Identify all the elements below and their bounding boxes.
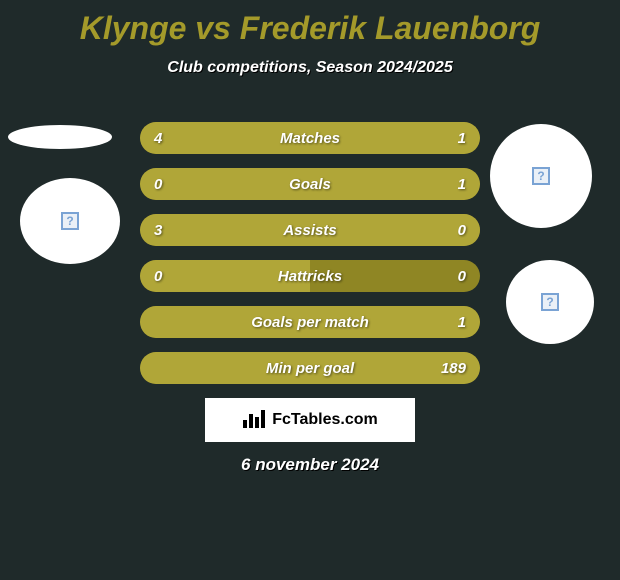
avatar-mid_right: ? [506,260,594,344]
stat-row: 3 Assists 0 [140,214,480,246]
brand-chart-icon [242,408,266,433]
stat-fill-left [140,352,157,384]
stat-fill-right [412,122,480,154]
stat-row: 0 Goals 1 [140,168,480,200]
stat-value-left: 0 [154,268,162,285]
stat-label: Hattricks [278,268,342,285]
stat-fill-left [140,168,208,200]
stat-value-right: 1 [458,176,466,193]
stat-label: Assists [283,222,336,239]
stat-value-right: 0 [458,268,466,285]
stat-value-right: 0 [458,222,466,239]
stat-label: Matches [280,130,340,147]
stat-value-right: 1 [458,314,466,331]
stat-label: Goals per match [251,314,369,331]
stat-value-right: 1 [458,130,466,147]
brand-text: FcTables.com [272,411,378,429]
stat-value-left: 4 [154,130,162,147]
stat-row: 0 Hattricks 0 [140,260,480,292]
avatar-mid_left: ? [20,178,120,264]
placeholder-image-icon: ? [541,293,559,311]
stat-row: 4 Matches 1 [140,122,480,154]
subtitle: Club competitions, Season 2024/2025 [0,59,620,77]
brand-box: FcTables.com [205,398,415,442]
stat-value-left: 3 [154,222,162,239]
date-line: 6 november 2024 [0,455,620,475]
stat-value-right: 189 [441,360,466,377]
page-title: Klynge vs Frederik Lauenborg [0,0,620,47]
stat-fill-left [140,306,174,338]
stat-value-left: 0 [154,176,162,193]
placeholder-image-icon: ? [532,167,550,185]
title-text: Klynge vs Frederik Lauenborg [80,10,541,46]
stats-container: 4 Matches 1 0 Goals 1 3 Assists 0 0 Hattricks 0 Goal… [140,122,480,398]
stat-fill-left [140,122,412,154]
avatar-top_right: ? [490,124,592,228]
stat-label: Min per goal [266,360,354,377]
stat-fill-right [208,168,480,200]
stat-label: Goals [289,176,331,193]
placeholder-image-icon: ? [61,212,79,230]
stat-row: Goals per match 1 [140,306,480,338]
stat-row: Min per goal 189 [140,352,480,384]
avatar-top_left [8,125,112,149]
